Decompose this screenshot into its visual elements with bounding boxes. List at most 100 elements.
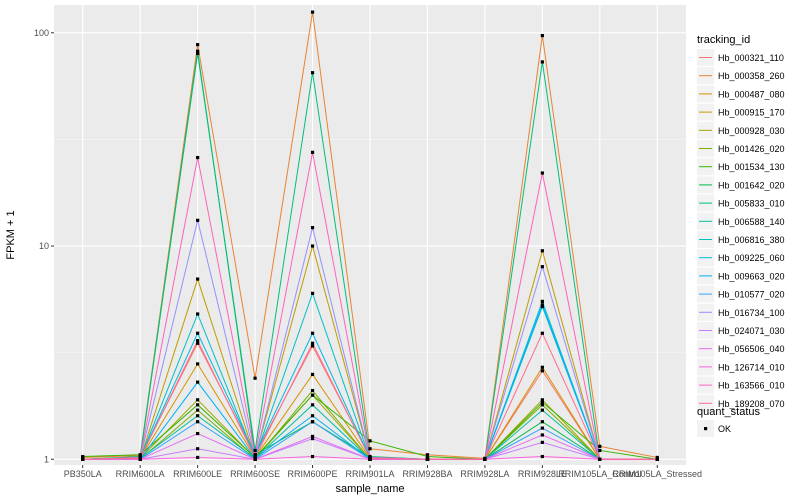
data-point (540, 304, 544, 309)
y-tick-label: 10 (39, 241, 49, 251)
data-point (540, 403, 544, 407)
legend-label: Hb_001642_020 (718, 180, 785, 190)
data-point (310, 414, 315, 418)
x-tick-label: RRIM105LA_Control (558, 469, 641, 479)
data-point (196, 408, 200, 412)
legend-label: Hb_000321_110 (718, 53, 784, 63)
y-axis-title: FPKM + 1 (5, 210, 17, 259)
legend-label: Hb_010577_020 (718, 290, 785, 300)
major-gridlines (54, 5, 686, 465)
shape-legend-label: OK (718, 424, 731, 434)
legend-label: Hb_009225_060 (718, 253, 785, 263)
legend-label: Hb_006588_140 (718, 217, 785, 227)
data-point (540, 34, 544, 38)
data-point (310, 437, 315, 441)
x-axis: PB350LA RRIM600LA RRIM600LE RRIM600SE RRIM60… (64, 465, 702, 479)
legend-label: Hb_001426_020 (718, 144, 785, 154)
data-point (196, 447, 200, 451)
data-point (425, 457, 430, 461)
data-point (540, 440, 544, 444)
data-point (196, 362, 200, 366)
legend-label: Hb_163566_010 (718, 381, 785, 391)
data-point (540, 365, 544, 369)
legend-label: Hb_016734_100 (718, 308, 785, 318)
data-point (540, 400, 544, 404)
legend-label: Hb_006816_380 (718, 235, 785, 245)
legend-title: tracking_id (697, 34, 750, 46)
data-point (655, 457, 659, 461)
data-point (310, 434, 315, 439)
y-axis: 1 10 100 (34, 28, 54, 464)
data-point (425, 454, 430, 459)
data-point (310, 454, 315, 459)
data-point (310, 403, 315, 407)
data-point (196, 277, 200, 281)
x-tick-label: RRIM600PE (288, 469, 338, 479)
data-point (81, 454, 85, 459)
x-tick-label: RRIM600SE (230, 469, 280, 479)
data-point (196, 218, 200, 222)
data-point (540, 369, 544, 373)
data-point (310, 393, 315, 397)
data-point (598, 448, 602, 453)
data-point (540, 60, 544, 64)
x-tick-label: RRIM600LE (173, 469, 222, 479)
data-point (138, 453, 142, 457)
legend-label: Hb_189208_070 (718, 399, 785, 409)
x-tick-label: PB350LA (64, 469, 102, 479)
data-point (310, 388, 315, 393)
data-point (196, 43, 200, 47)
data-point (540, 299, 544, 303)
data-point (540, 454, 544, 459)
data-point (310, 331, 315, 335)
data-point (196, 414, 200, 418)
data-point (196, 312, 200, 316)
data-point (540, 303, 544, 307)
data-point (310, 344, 315, 348)
data-point (253, 457, 257, 461)
data-point (196, 420, 200, 424)
data-point (368, 456, 372, 460)
data-point (540, 420, 544, 424)
data-point (540, 408, 544, 412)
data-point (368, 439, 372, 443)
data-point (598, 444, 602, 448)
x-tick-label: RRIM928LA (460, 469, 509, 479)
data-point (540, 433, 544, 437)
legend-label: Hb_000915_170 (718, 108, 785, 118)
data-point (310, 341, 315, 345)
data-point (253, 453, 257, 457)
data-point (253, 376, 257, 380)
legend-label: Hb_000487_080 (718, 89, 785, 99)
data-point (196, 398, 200, 402)
data-point (655, 455, 659, 460)
data-point (310, 150, 315, 154)
color-legend: tracking_id Hb_000321_110 Hb_000358_260 Hb… (697, 34, 785, 412)
x-tick-label: RRIM928BA (402, 469, 452, 479)
data-point (196, 49, 200, 53)
data-point (196, 51, 200, 56)
data-point (483, 457, 487, 461)
data-point (253, 448, 257, 453)
data-point (310, 244, 315, 248)
data-point (138, 456, 142, 460)
data-point (540, 171, 544, 175)
data-point (310, 226, 315, 230)
data-point (540, 249, 544, 253)
legend-label: Hb_000928_030 (718, 126, 785, 136)
x-axis-title: sample_name (335, 483, 404, 495)
data-point (540, 398, 544, 402)
shape-legend-title: quant_status (697, 406, 760, 418)
series-points (81, 10, 659, 461)
x-tick-label: RRIM600LA (116, 469, 165, 479)
y-tick-label: 1 (44, 454, 49, 464)
data-point (310, 420, 315, 424)
data-point (196, 431, 200, 436)
legend-label: Hb_126714_010 (718, 362, 785, 372)
data-point (598, 457, 602, 461)
data-point (196, 341, 200, 345)
shape-legend: quant_status OK (697, 406, 760, 437)
data-point (196, 403, 200, 407)
data-point (310, 372, 315, 377)
